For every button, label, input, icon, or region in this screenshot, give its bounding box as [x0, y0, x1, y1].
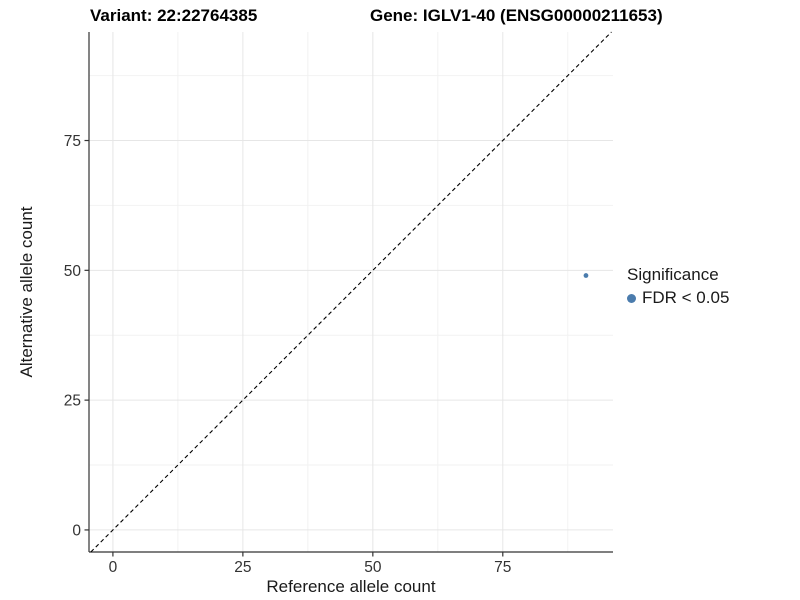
plot-title-variant: Variant: 22:22764385	[90, 6, 258, 25]
x-tick-label: 25	[234, 559, 251, 576]
y-tick-label: 75	[64, 133, 81, 150]
legend-title: Significance	[627, 265, 719, 284]
plot-title-gene: Gene: IGLV1-40 (ENSG00000211653)	[370, 6, 663, 25]
y-tick-label: 25	[64, 393, 81, 410]
x-tick-label: 50	[364, 559, 382, 576]
legend-entry: FDR < 0.05	[627, 288, 729, 308]
legend-entry-label: FDR < 0.05	[642, 288, 730, 307]
y-tick-label: 0	[72, 522, 81, 539]
x-tick-label: 75	[494, 559, 511, 576]
legend: Significance FDR < 0.05	[627, 265, 729, 308]
x-axis-title: Reference allele count	[266, 577, 436, 596]
y-axis-title: Alternative allele count	[17, 206, 36, 378]
data-point	[583, 273, 589, 278]
y-tick-label: 50	[64, 263, 82, 280]
x-tick-label: 0	[109, 559, 118, 576]
identity-line	[90, 31, 612, 553]
legend-point-icon	[627, 293, 636, 303]
